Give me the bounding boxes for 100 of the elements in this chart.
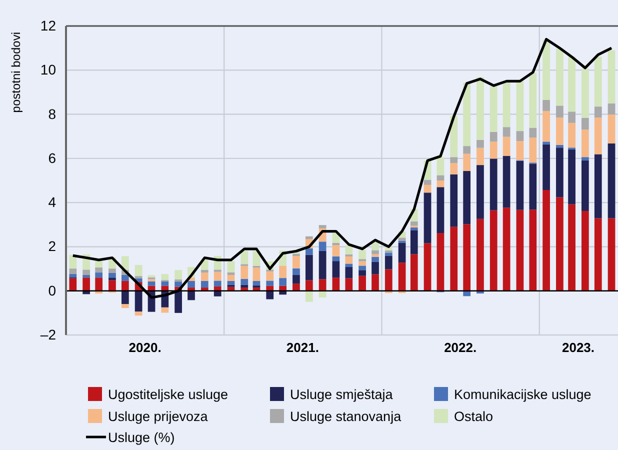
bar	[476, 140, 484, 148]
legend-label: Komunikacijske usluge	[454, 387, 592, 402]
bar	[108, 268, 116, 273]
bar	[95, 278, 103, 291]
bar	[358, 266, 366, 270]
bar	[490, 132, 498, 142]
bar	[305, 254, 313, 280]
bar	[529, 138, 537, 163]
bar	[594, 154, 602, 218]
bar	[450, 174, 458, 227]
bar	[121, 274, 129, 281]
bar	[594, 106, 602, 118]
bar	[450, 157, 458, 164]
bar	[594, 118, 602, 154]
bar	[568, 204, 576, 291]
bar	[476, 77, 484, 140]
bar	[69, 268, 77, 274]
bar	[95, 272, 103, 278]
bar	[608, 50, 616, 104]
bar	[490, 210, 498, 291]
bar	[69, 278, 77, 291]
y-tick-label: 8	[48, 106, 56, 122]
bar	[384, 252, 392, 256]
bar	[332, 256, 340, 262]
bar	[476, 148, 484, 166]
bar	[148, 281, 156, 286]
bar	[490, 142, 498, 159]
legend-label: Usluge (%)	[108, 430, 175, 445]
bar	[305, 280, 313, 291]
bar	[594, 218, 602, 291]
x-tick-label: 2023.	[562, 340, 595, 356]
bar	[516, 131, 524, 141]
bar	[556, 48, 564, 106]
bar	[542, 190, 550, 291]
bar	[542, 110, 550, 142]
bar	[305, 236, 313, 239]
bar	[529, 210, 537, 291]
bar	[384, 250, 392, 253]
bar	[266, 290, 274, 300]
bar	[463, 82, 471, 146]
bar	[436, 233, 444, 291]
bar	[608, 114, 616, 144]
bar	[227, 272, 235, 275]
bar	[372, 250, 379, 254]
bar	[240, 266, 248, 279]
bar	[174, 282, 182, 287]
bar	[463, 171, 471, 224]
bar	[568, 56, 576, 112]
bar	[318, 242, 326, 251]
bar	[292, 268, 300, 275]
bar	[108, 272, 116, 278]
bar	[252, 280, 260, 286]
bar	[529, 164, 537, 210]
bar	[266, 280, 274, 286]
bar	[279, 278, 287, 286]
bar	[490, 86, 498, 132]
bar	[398, 262, 406, 291]
legend-label: Ostalo	[454, 409, 494, 424]
y-tick-label: 12	[40, 17, 56, 34]
bar	[358, 261, 366, 266]
bar	[476, 218, 484, 291]
bar	[121, 280, 129, 291]
bar	[161, 274, 169, 280]
legend-label: Usluge smještaja	[290, 387, 394, 402]
bar	[424, 243, 432, 291]
x-tick-label: 2020.	[128, 340, 162, 356]
bar	[529, 72, 537, 128]
bar	[502, 208, 510, 291]
bar	[108, 280, 116, 291]
bar	[581, 68, 589, 118]
bar	[345, 278, 353, 291]
bar	[476, 165, 484, 219]
x-tick-label: 2022.	[444, 340, 477, 356]
bar	[398, 238, 406, 241]
bar	[82, 278, 90, 291]
bar	[174, 270, 182, 280]
legend-label: Usluge prijevoza	[108, 409, 208, 424]
bar	[358, 270, 366, 276]
y-tick-label: 2	[48, 238, 56, 254]
bar	[581, 157, 589, 160]
bar	[372, 262, 379, 274]
bar	[436, 180, 444, 188]
bar	[568, 122, 576, 148]
bar	[279, 266, 287, 278]
bar	[345, 245, 353, 254]
bar	[161, 281, 169, 286]
bar	[384, 269, 392, 291]
bar	[463, 224, 471, 291]
y-tick-label: 0	[48, 282, 56, 298]
bar	[502, 127, 510, 137]
bar	[227, 280, 235, 285]
bar	[200, 272, 208, 281]
bar	[69, 274, 77, 278]
bar	[214, 272, 222, 281]
bar	[292, 256, 300, 268]
bar	[292, 284, 300, 291]
bar	[332, 245, 340, 256]
bar	[69, 254, 77, 269]
bar	[410, 228, 418, 230]
bar	[384, 248, 392, 250]
